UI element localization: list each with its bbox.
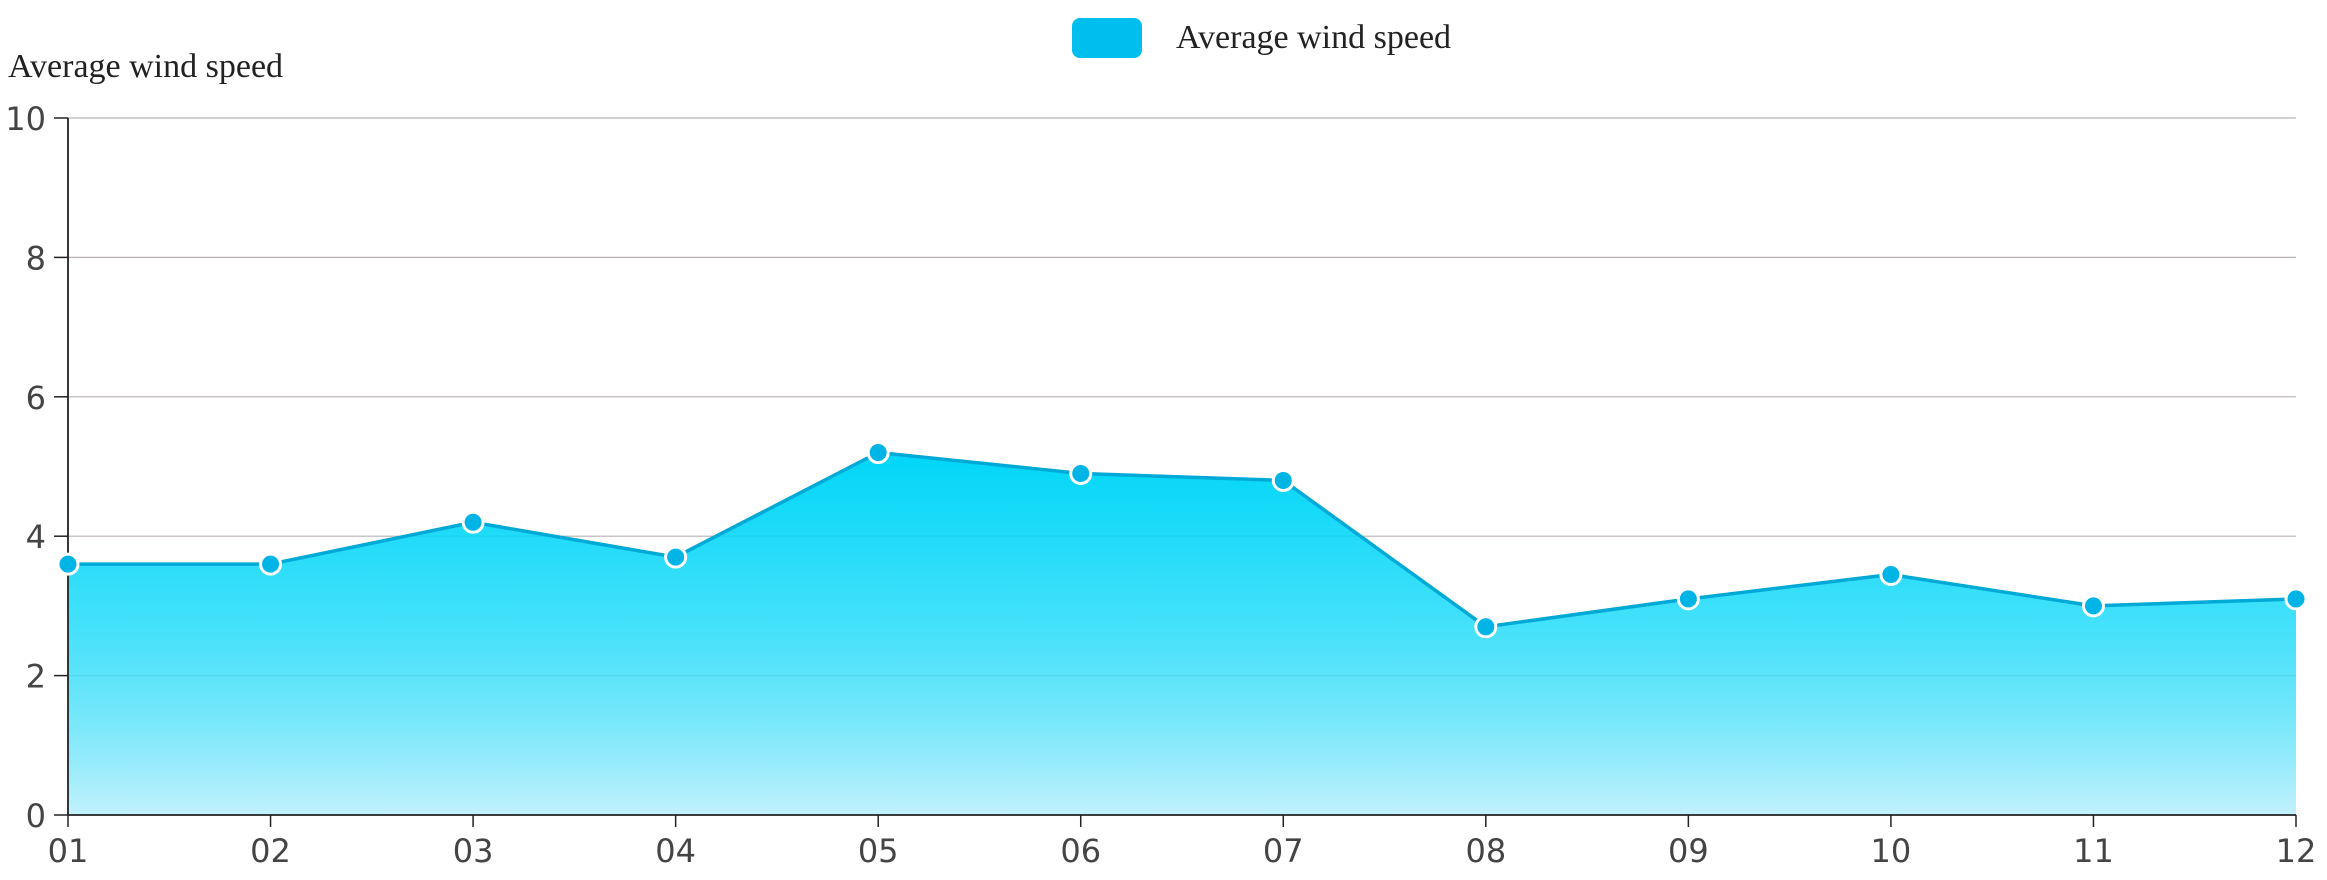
x-tick-label: 08: [1465, 832, 1506, 870]
x-tick-label: 09: [1668, 832, 1709, 870]
data-point[interactable]: [1069, 461, 1093, 485]
data-point[interactable]: [1271, 468, 1295, 492]
y-tick-label: 6: [26, 379, 46, 417]
data-point[interactable]: [2081, 594, 2105, 618]
series-area: [68, 452, 2296, 815]
y-tick-label: 4: [26, 518, 46, 556]
data-point[interactable]: [664, 545, 688, 569]
data-point[interactable]: [1474, 615, 1498, 639]
y-axis-title: Average wind speed: [8, 48, 284, 85]
data-point[interactable]: [1676, 587, 1700, 611]
x-tick-label: 10: [1871, 832, 1912, 870]
x-tick-label: 03: [453, 832, 494, 870]
data-point[interactable]: [461, 510, 485, 534]
x-tick-label: 04: [655, 832, 696, 870]
data-point[interactable]: [259, 552, 283, 576]
legend-swatch: [1072, 18, 1142, 58]
x-tick-label: 11: [2073, 832, 2114, 870]
y-tick-label: 0: [26, 797, 46, 835]
legend-label: Average wind speed: [1176, 19, 1452, 56]
data-point[interactable]: [2284, 587, 2308, 611]
x-tick-label: 02: [250, 832, 291, 870]
y-tick-label: 10: [5, 100, 46, 138]
y-tick-label: 8: [26, 239, 46, 277]
x-tick-label: 01: [48, 832, 89, 870]
x-tick-label: 12: [2276, 832, 2317, 870]
legend[interactable]: Average wind speed: [1072, 16, 1451, 60]
x-tick-label: 06: [1060, 832, 1101, 870]
data-point[interactable]: [866, 441, 890, 465]
series-line: [68, 450, 2297, 629]
data-point[interactable]: [56, 552, 80, 576]
x-tick-label: 05: [858, 832, 899, 870]
data-point[interactable]: [1879, 563, 1903, 587]
y-tick-label: 2: [26, 658, 46, 696]
x-tick-label: 07: [1263, 832, 1304, 870]
